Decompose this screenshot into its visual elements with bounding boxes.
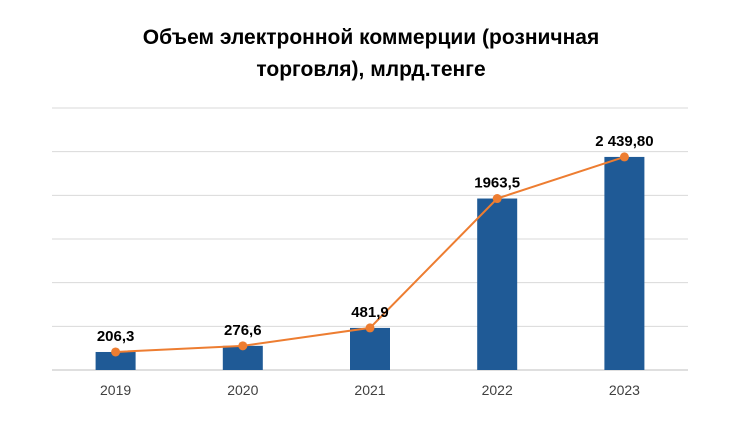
data-label: 481,9 <box>351 304 389 321</box>
chart-title-line-2: торговля), млрд.тенге <box>256 58 486 81</box>
trend-line-path <box>115 155 625 353</box>
chart-title-line-1: Объем электронной коммерции (розничная <box>142 26 600 49</box>
data-label: 2 439,80 <box>595 133 653 150</box>
line-marker <box>492 194 502 204</box>
data-label: 206,3 <box>97 328 135 345</box>
data-labels: 206,3 276,6 481,9 1963,5 2 439,80 <box>97 133 654 345</box>
bar <box>95 351 136 370</box>
x-tick-label: 2023 <box>609 382 640 398</box>
x-tick-label: 2022 <box>482 382 513 398</box>
bar <box>477 198 518 370</box>
line-marker <box>238 341 248 351</box>
gridlines <box>52 107 688 371</box>
bars <box>95 156 645 370</box>
bar <box>350 327 390 370</box>
line-marker <box>365 323 375 333</box>
trend-line <box>111 152 629 357</box>
data-label: 1963,5 <box>474 175 520 192</box>
x-tick-label: 2020 <box>227 382 258 398</box>
line-marker <box>111 347 121 357</box>
x-axis-ticks: 2019 2020 2021 2022 2023 <box>100 382 640 398</box>
x-tick-label: 2021 <box>354 382 385 398</box>
chart-title: Объем электронной коммерции (розничная т… <box>0 22 742 86</box>
line-marker <box>619 152 629 162</box>
x-tick-label: 2019 <box>100 382 131 398</box>
data-label: 276,6 <box>224 322 262 339</box>
bar <box>604 156 645 370</box>
